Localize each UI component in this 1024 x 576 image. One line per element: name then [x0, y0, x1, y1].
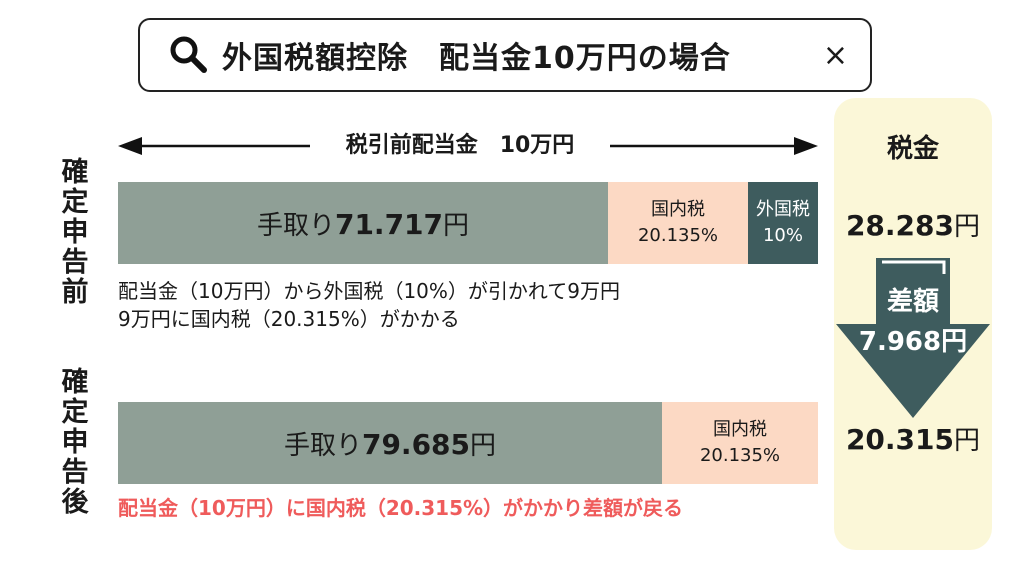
before-foreign-segment: 外国税 10% — [748, 182, 818, 264]
after-bar: 手取り79.685円 国内税 20.135% — [118, 402, 818, 484]
domestic-rate: 20.135% — [699, 445, 781, 466]
domestic-label: 国内税 — [713, 419, 767, 440]
after-tax-amount: 20.315円 — [834, 420, 992, 457]
net-prefix: 手取り — [283, 430, 362, 461]
before-net-segment: 手取り71.717円 — [118, 182, 608, 264]
before-explanation: 配当金（10万円）から外国税（10%）が引かれて9万円 9万円に国内税（20.3… — [118, 277, 818, 333]
close-icon[interactable]: × — [822, 37, 848, 73]
net-value: 71.717 — [334, 207, 444, 241]
search-bar[interactable]: 外国税額控除 配当金10万円の場合 × — [138, 18, 872, 92]
before-bar: 手取り71.717円 国内税 20.135% 外国税 10% — [118, 182, 818, 264]
search-icon — [170, 36, 207, 73]
after-tax-unit: 円 — [954, 426, 981, 456]
foreign-rate: 10% — [762, 225, 803, 246]
before-domestic-segment: 国内税 20.135% — [608, 182, 748, 264]
net-unit: 円 — [470, 430, 497, 461]
domestic-label: 国内税 — [651, 199, 705, 220]
net-value: 79.685 — [361, 427, 471, 461]
down-arrow-icon — [836, 258, 990, 418]
after-explanation: 配当金（10万円）に国内税（20.315%）がかかり差額が戻る — [118, 496, 684, 520]
foreign-label: 外国税 — [756, 199, 810, 220]
difference-value: 7.968 — [858, 327, 942, 357]
before-tax-unit: 円 — [954, 212, 981, 242]
before-filing-label: 確定申告前 — [61, 157, 89, 308]
difference-unit: 円 — [941, 327, 968, 357]
after-domestic-segment: 国内税 20.135% — [662, 402, 818, 484]
pre-tax-span: 税引前配当金 10万円 — [118, 128, 818, 164]
before-tax-value: 28.283 — [845, 209, 955, 242]
net-prefix: 手取り — [256, 210, 335, 241]
domestic-rate: 20.135% — [637, 225, 719, 246]
before-tax-amount: 28.283円 — [834, 206, 992, 243]
difference-label: 差額 — [886, 287, 939, 317]
after-net-segment: 手取り79.685円 — [118, 402, 662, 484]
after-tax-value: 20.315 — [845, 423, 955, 456]
after-filing-label: 確定申告後 — [61, 367, 89, 518]
before-note-line-2: 9万円に国内税（20.315%）がかかる — [118, 307, 460, 331]
difference-badge: 差額 7.968円 — [834, 282, 992, 362]
net-unit: 円 — [443, 210, 470, 241]
before-note-line-1: 配当金（10万円）から外国税（10%）が引かれて9万円 — [118, 279, 621, 303]
search-query[interactable]: 外国税額控除 配当金10万円の場合 — [222, 41, 731, 76]
pre-tax-dividend-label: 税引前配当金 10万円 — [310, 128, 610, 164]
tax-title: 税金 — [886, 134, 939, 164]
